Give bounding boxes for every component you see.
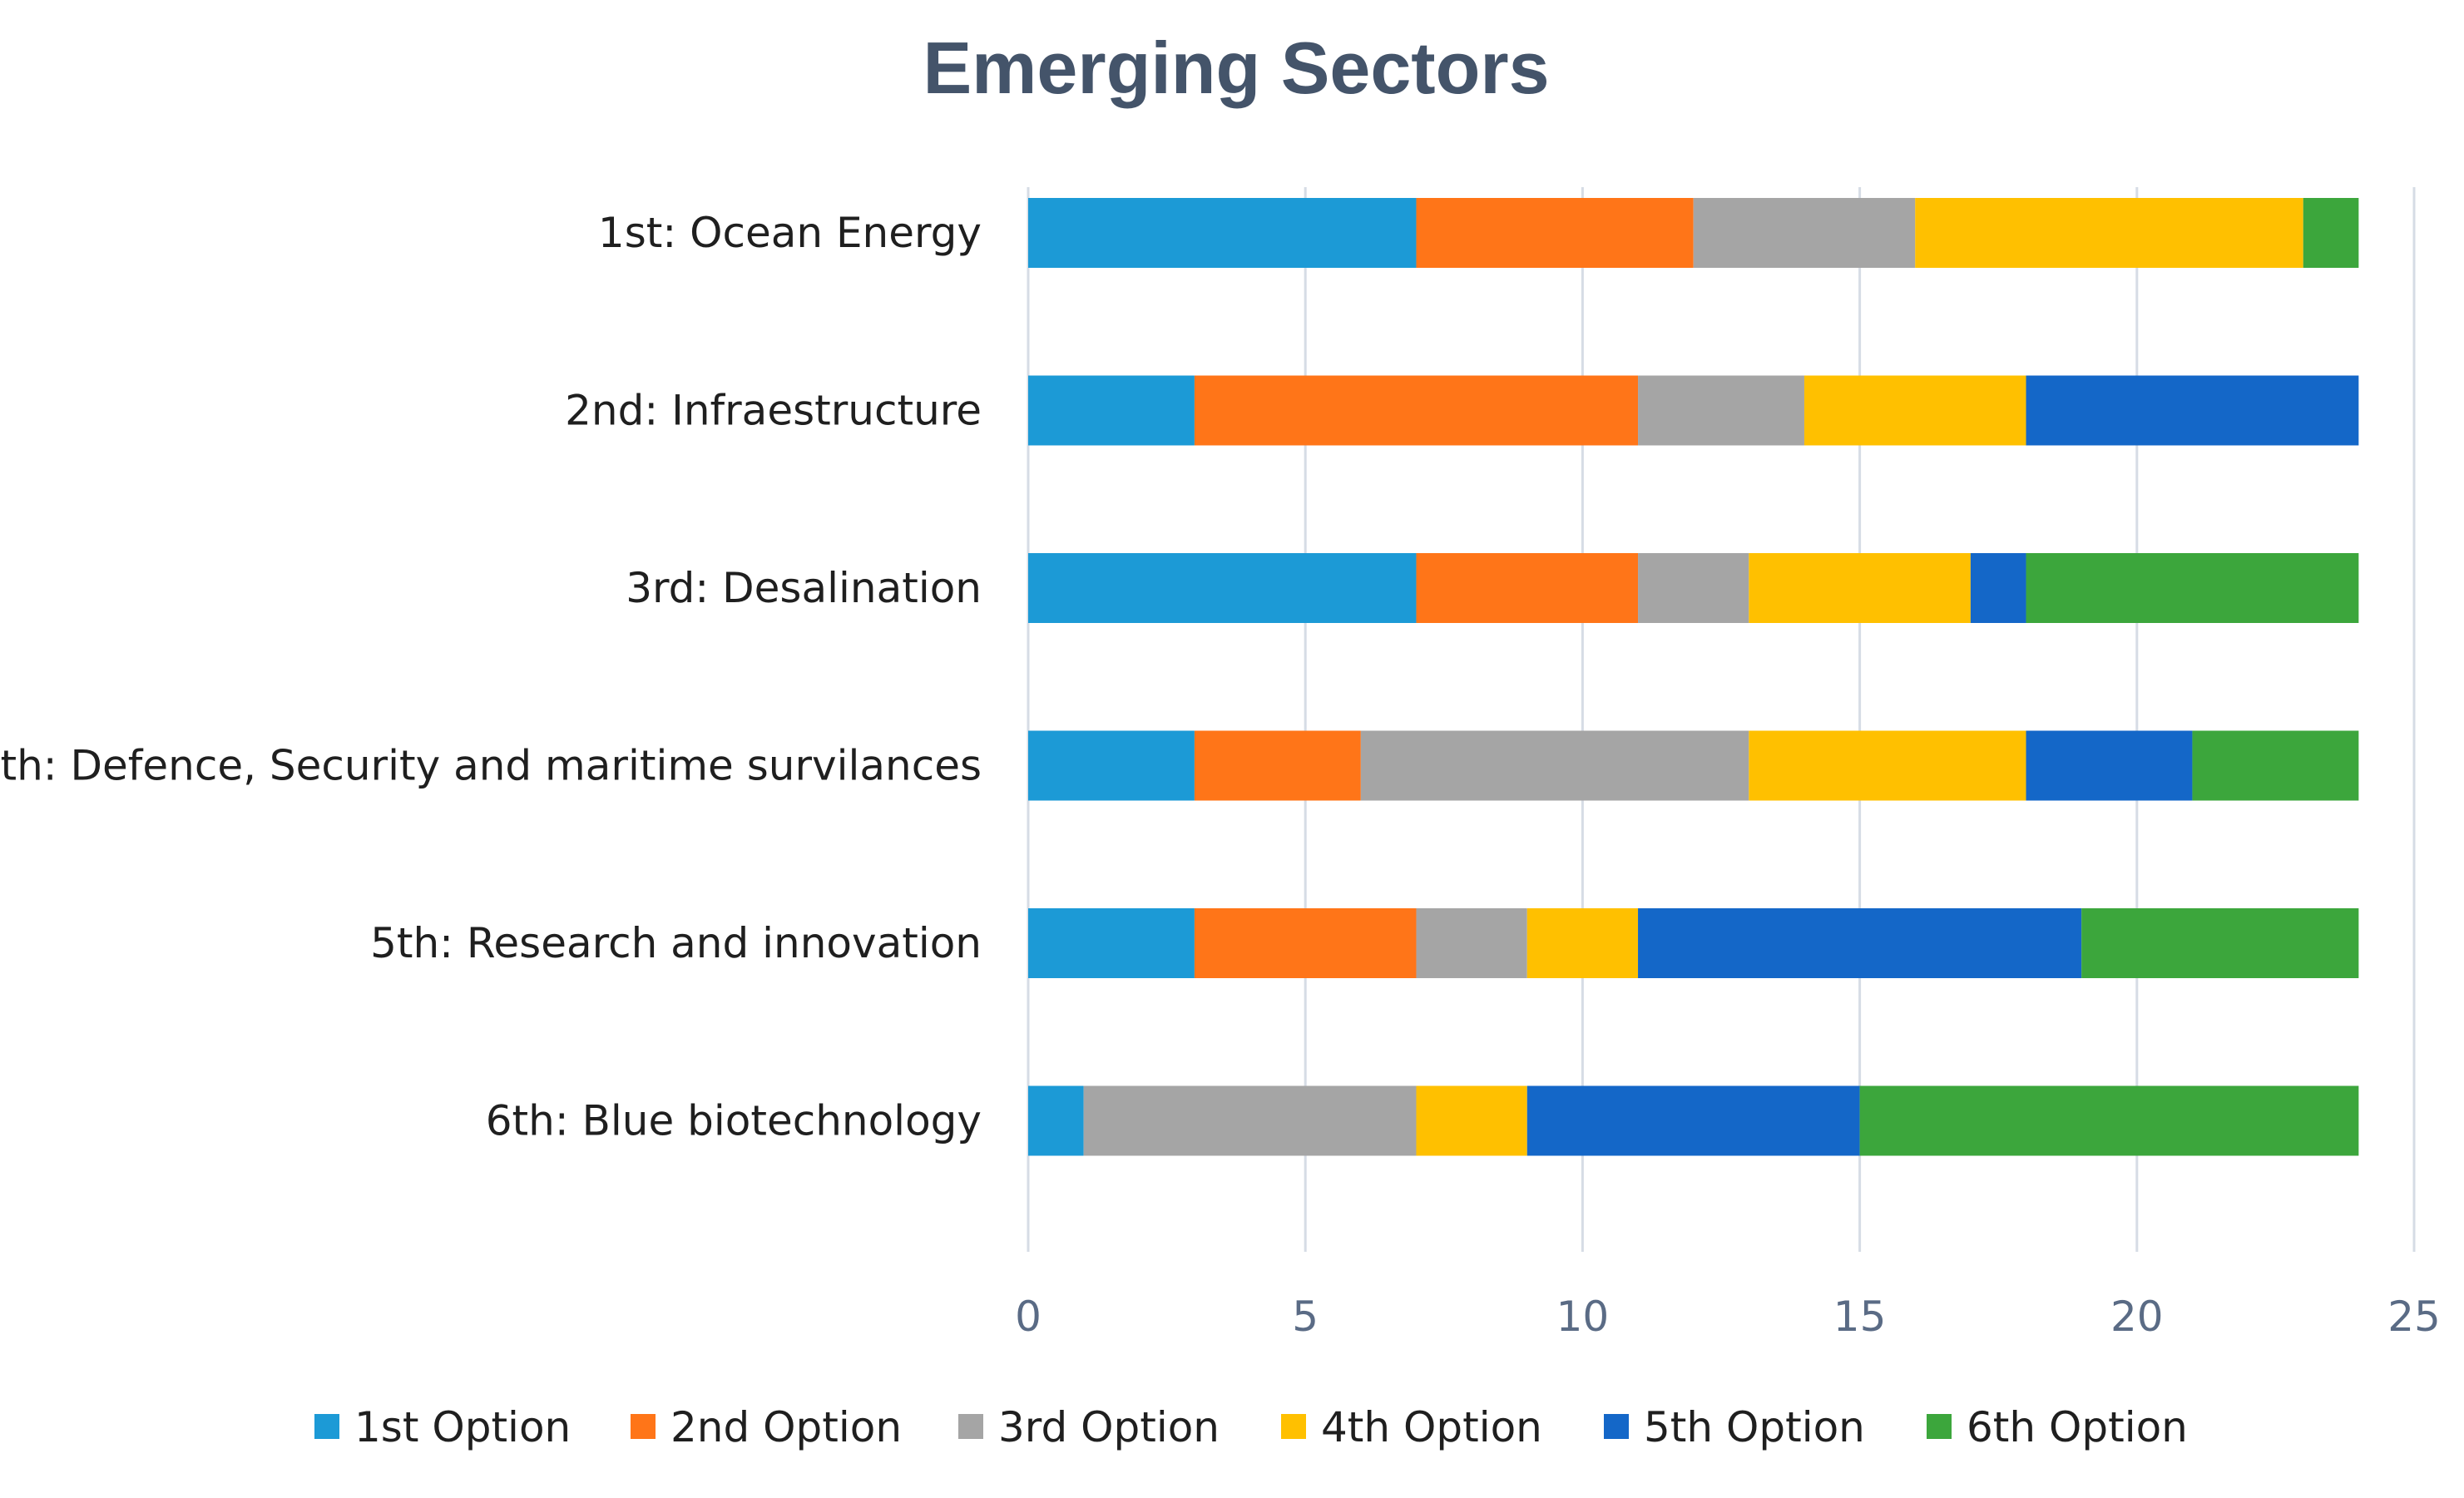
category-label: 6th: Blue biotechnology [486,1097,982,1145]
bar-segment [1638,553,1749,623]
legend: 1st Option 2nd Option 3rd Option 4th Option… [314,1403,2188,1451]
legend-swatch [1281,1414,1306,1439]
legend-label: 2nd Option [670,1403,902,1451]
bar-segment [1416,198,1694,268]
chart-title: Emerging Sectors [923,27,1549,109]
bar-segment [1416,553,1639,623]
bar-segment [2192,730,2359,801]
legend-label: 1st Option [354,1403,571,1451]
legend-swatch [1927,1414,1952,1439]
bar-segment [1028,730,1195,801]
legend-swatch [631,1414,656,1439]
x-tick-label: 20 [2110,1293,2164,1341]
bar-segment [2303,198,2359,268]
bar-segment [1638,375,1804,446]
bar-segment [1028,375,1195,446]
bar-segment [1416,908,1527,978]
x-tick-label: 25 [2387,1293,2441,1341]
bar-segment [1083,1085,1417,1156]
bar-segment [1803,375,2026,446]
category-label: 1st: Ocean Energy [598,209,982,257]
x-tick-label: 15 [1833,1293,1887,1341]
bar-segment [1526,908,1639,978]
bar-segment [1194,908,1417,978]
category-label: 4th: Defence, Security and maritime surv… [0,742,982,790]
bar-segment [2026,553,2359,623]
legend-label: 6th Option [1967,1403,2188,1451]
legend-label: 4th Option [1321,1403,1542,1451]
bar-segment [1970,553,2026,623]
bar-segment [1028,1085,1084,1156]
bar-segments [1028,198,2359,1156]
bar-segment [1360,730,1749,801]
legend-swatch [958,1414,983,1439]
legend-swatch [314,1414,339,1439]
category-label: 2nd: Infraestructure [565,387,982,435]
legend-label: 5th Option [1644,1403,1865,1451]
bar-segment [1638,908,2082,978]
bar-segment [1028,553,1417,623]
bar-segment [1194,730,1361,801]
bar-segment [1915,198,2303,268]
bar-segment [2081,908,2359,978]
legend-swatch [1604,1414,1629,1439]
bar-segment [1749,553,1971,623]
x-tick-label: 5 [1292,1293,1319,1341]
bar-segment [1028,908,1195,978]
x-tick-label: 10 [1556,1293,1610,1341]
bar-segment [1526,1085,1860,1156]
bar-segment [1194,375,1639,446]
bar-segment [2026,730,2193,801]
bar-segment [2026,375,2359,446]
bar-segment [1416,1085,1527,1156]
x-tick-label: 0 [1015,1293,1042,1341]
x-axis-tick-labels: 0 5 10 15 20 25 [1015,1293,2441,1341]
bar-segment [1859,1085,2359,1156]
bar-segment [1749,730,2026,801]
category-label: 3rd: Desalination [626,564,982,612]
gridlines [1027,187,2416,1252]
category-label: 5th: Research and innovation [370,919,982,967]
bar-segment [1693,198,1916,268]
category-labels: 1st: Ocean Energy 2nd: Infraestructure 3rd… [0,209,982,1145]
legend-label: 3rd Option [998,1403,1220,1451]
bar-segment [1028,198,1417,268]
